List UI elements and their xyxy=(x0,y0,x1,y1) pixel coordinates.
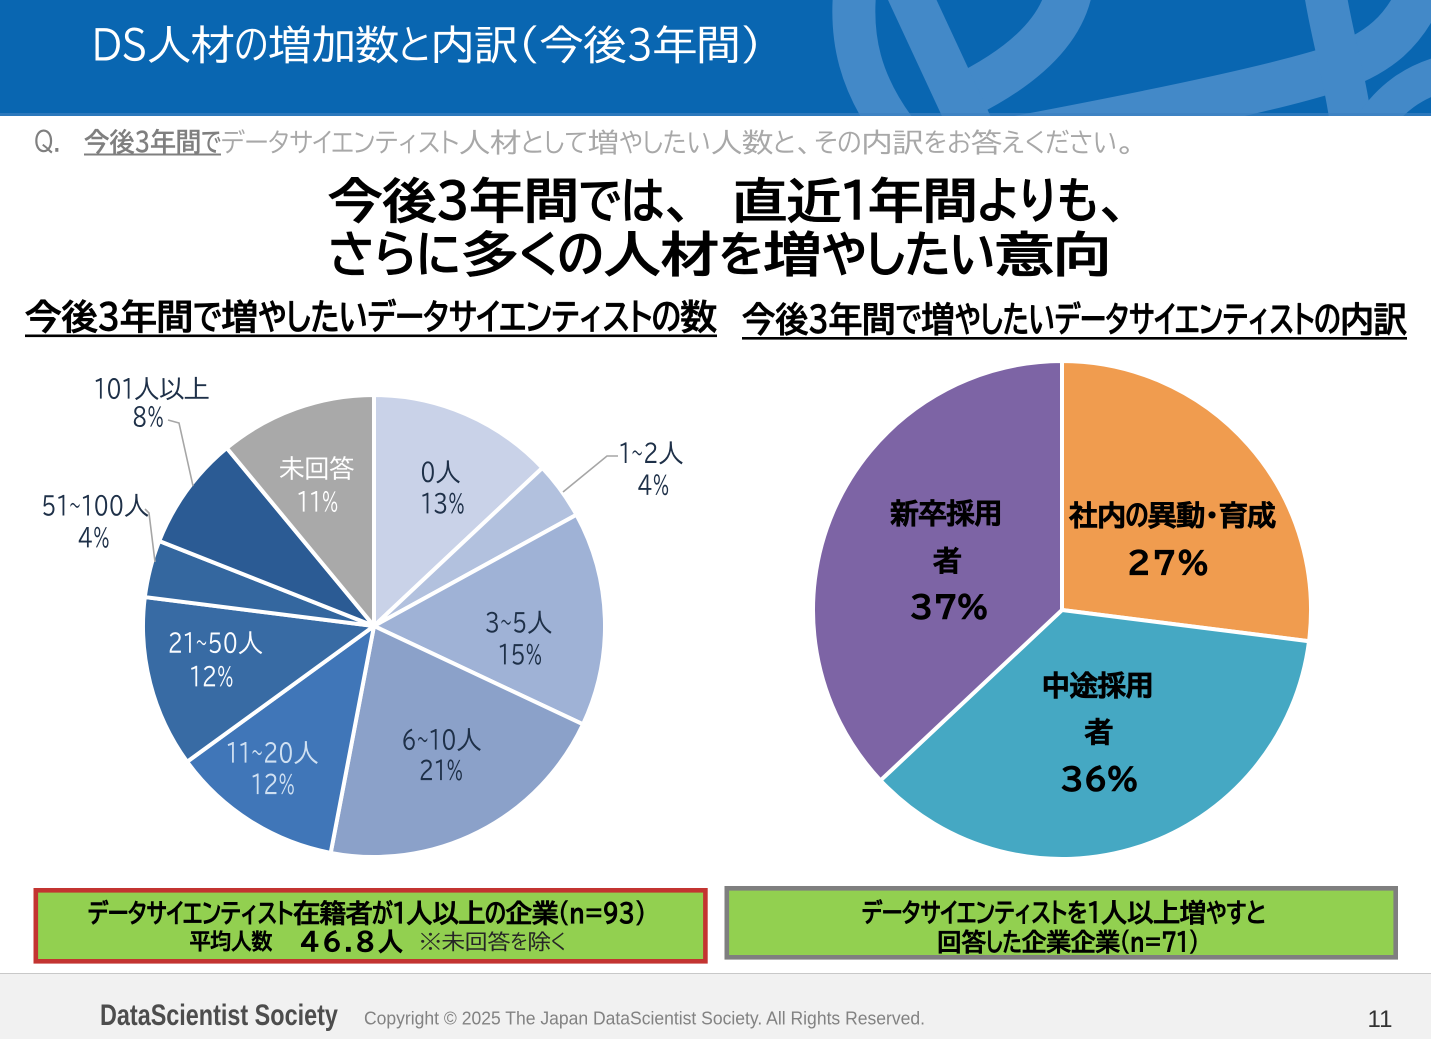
svg-text:DataScientist Society: DataScientist Society xyxy=(100,998,338,1031)
svg-text:Copyright © 2025 The Japan Dat: Copyright © 2025 The Japan DataScientist… xyxy=(364,1009,925,1029)
svg-text:11: 11 xyxy=(1368,1006,1393,1033)
